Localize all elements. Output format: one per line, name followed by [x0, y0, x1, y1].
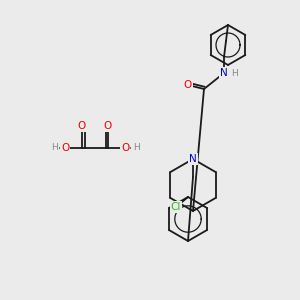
Text: O: O — [184, 80, 192, 90]
Text: O: O — [78, 121, 86, 131]
Text: O: O — [61, 143, 69, 153]
Text: O: O — [121, 143, 129, 153]
Text: H: H — [51, 143, 57, 152]
Text: H: H — [232, 68, 238, 77]
Text: O: O — [104, 121, 112, 131]
Text: N: N — [189, 154, 197, 164]
Text: Cl: Cl — [171, 202, 181, 212]
Text: H: H — [133, 143, 140, 152]
Text: N: N — [220, 68, 228, 78]
